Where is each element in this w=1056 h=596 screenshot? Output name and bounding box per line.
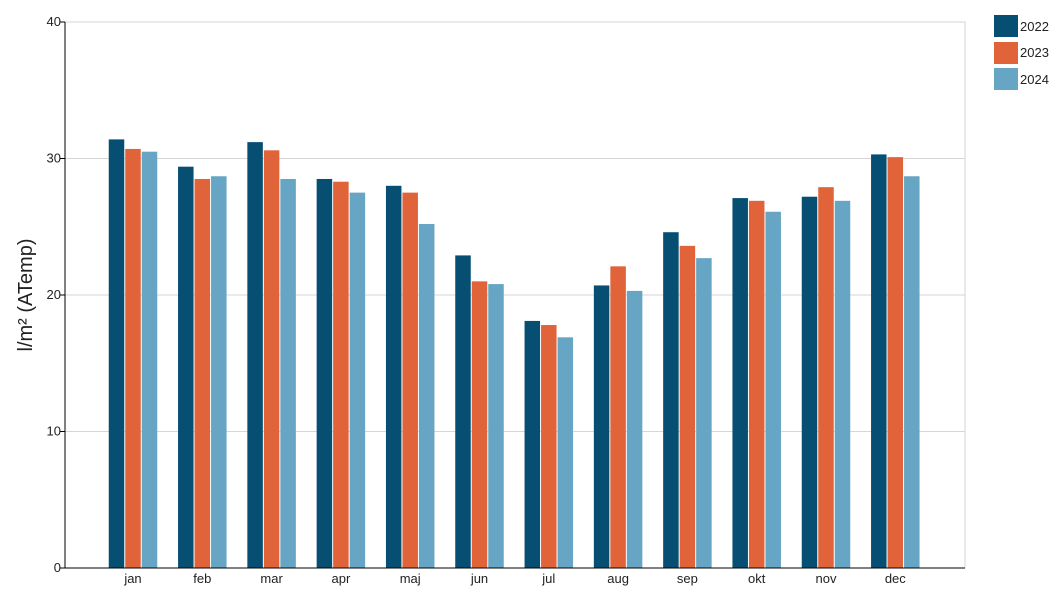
bar-okt-2023 bbox=[748, 200, 765, 568]
y-tick-labels: 0 10 20 30 40 bbox=[47, 14, 61, 575]
x-tick-label: jun bbox=[470, 571, 488, 586]
bar-jul-2023 bbox=[541, 325, 557, 568]
bar-jan-2024 bbox=[141, 151, 158, 569]
bar-feb-2023 bbox=[194, 178, 211, 568]
bar-feb-2024 bbox=[211, 176, 227, 568]
bar-aug-2022 bbox=[593, 285, 610, 568]
bar-dec-2024 bbox=[904, 176, 920, 568]
bar-jul-2022 bbox=[524, 320, 541, 568]
legend-item: 2024 bbox=[994, 66, 1049, 93]
bar-apr-2022 bbox=[316, 178, 333, 568]
x-tick-label: sep bbox=[677, 571, 698, 586]
x-tick-labels: jan feb mar apr maj jun jul aug sep okt nov dec bbox=[123, 571, 906, 586]
bar-jun-2022 bbox=[455, 255, 471, 569]
legend-swatch bbox=[994, 15, 1018, 38]
axes bbox=[60, 21, 965, 569]
bar-apr-2023 bbox=[333, 181, 349, 568]
bar-mar-2024 bbox=[280, 178, 296, 568]
bar-jan-2023 bbox=[125, 148, 141, 568]
legend: 2022 2023 2024 bbox=[994, 13, 1049, 93]
bar-jan-2022 bbox=[108, 139, 125, 568]
x-tick-label: nov bbox=[816, 571, 837, 586]
y-tick-label: 0 bbox=[54, 560, 61, 575]
bar-aug-2024 bbox=[626, 290, 643, 568]
bar-jul-2024 bbox=[557, 337, 574, 568]
bar-dec-2022 bbox=[871, 154, 887, 568]
bar-nov-2023 bbox=[818, 187, 834, 569]
y-tick-label: 30 bbox=[47, 151, 61, 166]
y-tick-label: 10 bbox=[47, 424, 61, 439]
bar-sep-2022 bbox=[663, 232, 679, 568]
x-tick-label: jan bbox=[123, 571, 141, 586]
bar-jun-2024 bbox=[488, 284, 504, 568]
y-tick-label: 20 bbox=[47, 287, 61, 302]
bar-maj-2023 bbox=[402, 192, 418, 568]
y-tick-label: 40 bbox=[47, 14, 61, 29]
bar-mar-2023 bbox=[263, 150, 280, 568]
bar-okt-2022 bbox=[732, 198, 748, 568]
bar-mar-2022 bbox=[247, 142, 263, 568]
x-tick-label: aug bbox=[607, 571, 629, 586]
bar-feb-2022 bbox=[178, 166, 194, 568]
legend-label: 2024 bbox=[1020, 71, 1049, 87]
bar-okt-2024 bbox=[765, 211, 781, 569]
bar-nov-2024 bbox=[834, 200, 851, 568]
bars bbox=[108, 139, 920, 569]
x-tick-label: feb bbox=[193, 571, 211, 586]
legend-swatch bbox=[994, 41, 1018, 64]
legend-item: 2022 bbox=[994, 13, 1049, 40]
bar-jun-2023 bbox=[471, 281, 488, 568]
x-tick-label: okt bbox=[748, 571, 766, 586]
y-axis-label: l/m² (ATemp) bbox=[15, 239, 37, 352]
x-tick-label: maj bbox=[400, 571, 421, 586]
x-tick-label: jul bbox=[541, 571, 555, 586]
bar-sep-2024 bbox=[696, 258, 712, 568]
bar-maj-2022 bbox=[385, 185, 402, 569]
x-tick-label: mar bbox=[260, 571, 283, 586]
x-tick-label: apr bbox=[332, 571, 351, 586]
bar-aug-2023 bbox=[610, 266, 626, 568]
legend-item: 2023 bbox=[994, 40, 1049, 67]
bar-dec-2023 bbox=[887, 157, 904, 568]
legend-label: 2022 bbox=[1020, 18, 1049, 34]
bar-apr-2024 bbox=[349, 192, 366, 568]
legend-label: 2023 bbox=[1020, 45, 1049, 61]
bar-sep-2023 bbox=[679, 245, 696, 569]
bar-maj-2024 bbox=[418, 224, 435, 568]
bar-nov-2022 bbox=[801, 196, 818, 568]
legend-swatch bbox=[994, 68, 1018, 91]
x-tick-label: dec bbox=[885, 571, 906, 586]
